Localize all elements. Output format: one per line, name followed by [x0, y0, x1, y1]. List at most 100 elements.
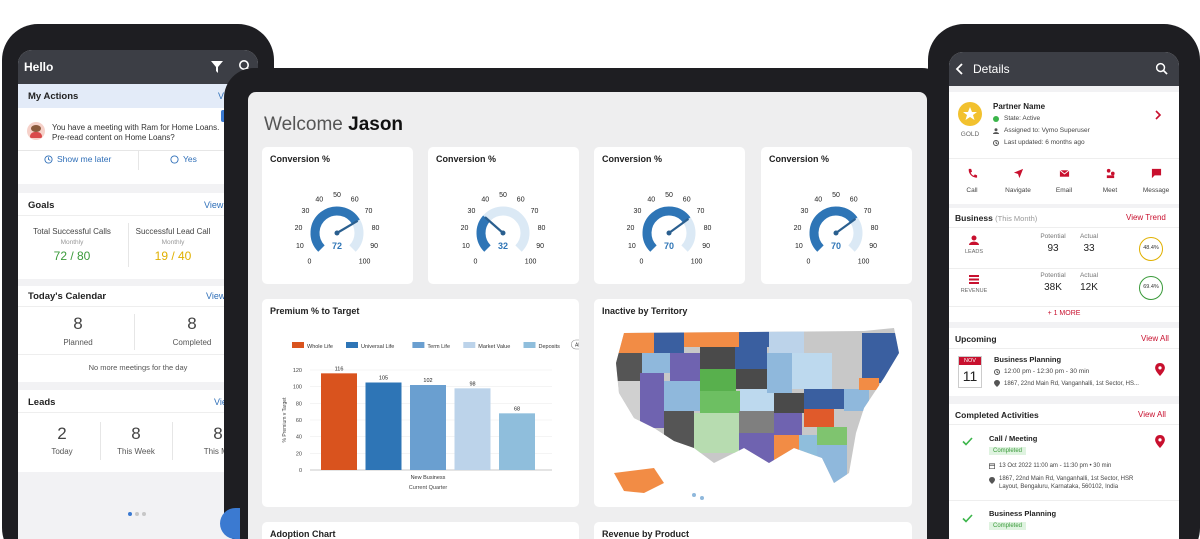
person-icon [993, 127, 999, 134]
legend-swatch[interactable] [292, 342, 304, 348]
location-pin-icon[interactable] [1155, 435, 1165, 448]
date-tile: NOV 11 [958, 356, 982, 388]
premium-bar-chart: Whole Life Universal Life Term Life Market … [282, 339, 579, 491]
location-pin-icon[interactable] [1155, 363, 1165, 376]
percentage-ring: 48.4% [1139, 237, 1163, 261]
legend-label[interactable]: Deposits [539, 344, 561, 350]
business-row[interactable]: REVENUE Potential 38K Actual 12K 69.4% [949, 270, 1179, 306]
stat-value: 8 [131, 424, 141, 443]
gauge-tick-label: 30 [634, 208, 642, 215]
completed-stat[interactable]: 8 Completed [152, 314, 232, 347]
view-trend-link[interactable]: View Trend [1126, 213, 1166, 222]
completed-view-all-link[interactable]: View All [1138, 410, 1166, 419]
legend-label[interactable]: Universal Life [361, 344, 394, 350]
more-button[interactable]: + 1 MORE [1047, 310, 1081, 317]
my-actions-view-link[interactable]: Vi [218, 91, 226, 101]
upcoming-view-all-link[interactable]: View All [1141, 334, 1169, 343]
gauge-needle [835, 218, 857, 234]
event-title[interactable]: Business Planning [994, 355, 1062, 364]
business-row[interactable]: LEADS Potential 93 Actual 33 48.4% [949, 231, 1179, 267]
call-action[interactable]: Call [951, 166, 993, 194]
gauge-card[interactable]: Conversion % 0 10 20 30 40 50 60 70 80 90 100 70 [594, 147, 745, 284]
search-icon[interactable] [1155, 62, 1168, 75]
navigate-action[interactable]: Navigate [997, 166, 1039, 194]
bar[interactable] [365, 382, 402, 471]
legend-toggle-label[interactable]: All [575, 343, 579, 349]
meet-action[interactable]: Meet [1089, 166, 1131, 194]
legend-label[interactable]: Whole Life [307, 344, 333, 350]
bar-value-label: 116 [335, 366, 344, 372]
gauge-tick-label: 0 [473, 259, 477, 266]
legend-swatch[interactable] [412, 342, 425, 348]
activity-title[interactable]: Call / Meeting [989, 434, 1038, 443]
chevron-right-icon[interactable] [1154, 110, 1162, 120]
bar[interactable] [410, 385, 446, 470]
calendar-view-link[interactable]: View [206, 291, 226, 301]
bar[interactable] [499, 413, 535, 470]
y-tick-label: 100 [293, 385, 302, 391]
leads-stat[interactable]: 8 This Mo [188, 424, 248, 456]
legend-label[interactable]: Market Value [478, 344, 510, 350]
territory-card[interactable]: Inactive by Territory [594, 299, 912, 507]
legend-swatch[interactable] [463, 342, 476, 348]
show-me-later-label: Show me later [57, 154, 112, 164]
activity-title[interactable]: Business Planning [989, 509, 1057, 518]
premium-chart-card[interactable]: Premium % to Target Whole Life Universal … [262, 299, 579, 507]
gauge-tick-label: 60 [850, 196, 858, 203]
event-time: 12:00 pm - 12:30 pm - 30 min [994, 368, 1089, 375]
legend-label[interactable]: Term Life [427, 344, 450, 350]
partner-card[interactable]: GOLD Partner Name State: Active Assigned… [949, 92, 1179, 204]
status-dot-icon [993, 115, 999, 122]
gauge-needle [668, 218, 690, 234]
adoption-chart-card[interactable]: Adoption Chart [262, 522, 579, 539]
upcoming-card: Upcoming View All NOV 11 Business Planni… [949, 328, 1179, 396]
goal-item[interactable]: Successful Lead Call Monthly 19 / 40 [128, 227, 218, 263]
details-header: Details [949, 52, 1179, 86]
legend-swatch[interactable] [523, 342, 536, 348]
calendar-note: No more meetings for the day [88, 363, 188, 372]
us-territory-map[interactable] [594, 323, 912, 503]
adoption-title: Adoption Chart [270, 529, 336, 539]
gold-badge [958, 102, 982, 126]
back-arrow-icon[interactable] [955, 63, 965, 75]
message-icon [1151, 168, 1161, 179]
gauge-fill [476, 215, 491, 252]
legend-toggle[interactable] [571, 339, 579, 350]
event-address-text: 1867, 22nd Main Rd, Vanganhalli, 1st Sec… [1004, 380, 1139, 387]
email-action[interactable]: Email [1043, 166, 1085, 194]
show-me-later-button[interactable]: Show me later [44, 154, 111, 164]
date-month: NOV [959, 357, 981, 365]
gauge-card[interactable]: Conversion % 0 10 20 30 40 50 60 70 80 90 100 70 [761, 147, 912, 284]
avatar [27, 122, 45, 140]
filter-icon[interactable] [211, 61, 223, 73]
y-tick-label: 80 [296, 401, 302, 407]
business-title: Business [955, 213, 993, 223]
gauge-tick-label: 40 [814, 196, 822, 203]
goal-period: Monthly [161, 239, 185, 246]
gauge-tick-label: 0 [307, 259, 311, 266]
goals-view-link[interactable]: View [204, 200, 224, 210]
goal-item[interactable]: Total Successful Calls Monthly 72 / 80 [24, 227, 120, 263]
yes-button[interactable]: Yes [170, 154, 197, 164]
page-indicator[interactable] [128, 512, 146, 516]
meet-icon [1106, 168, 1115, 179]
goals-card: Goals View Total Successful Calls Monthl… [18, 193, 258, 279]
leads-view-link[interactable]: Vie [214, 397, 227, 407]
row-name: REVENUE [960, 288, 988, 294]
message-action[interactable]: Message [1135, 166, 1177, 194]
revenue-chart-card[interactable]: Revenue by Product [594, 522, 912, 539]
gauge-hub [666, 230, 672, 236]
conversion-gauge: 0 10 20 30 40 50 60 70 80 90 100 72 [295, 192, 380, 266]
gauge-hub [833, 230, 839, 236]
bar[interactable] [321, 373, 357, 470]
bar[interactable] [454, 388, 491, 470]
leads-stat[interactable]: 8 This Week [106, 424, 166, 456]
floating-action-button[interactable] [220, 508, 240, 539]
legend-swatch[interactable] [346, 342, 358, 348]
gauge-card[interactable]: Conversion % 0 10 20 30 40 50 60 70 80 90 100 72 [262, 147, 413, 284]
leads-stat[interactable]: 2 Today [32, 424, 92, 456]
partner-assigned: Assigned to: Vymo Superuser [993, 127, 1090, 134]
bar-value-label: 105 [379, 376, 388, 382]
gauge-card[interactable]: Conversion % 0 10 20 30 40 50 60 70 80 90 100 32 [428, 147, 579, 284]
planned-stat[interactable]: 8 Planned [38, 314, 118, 347]
